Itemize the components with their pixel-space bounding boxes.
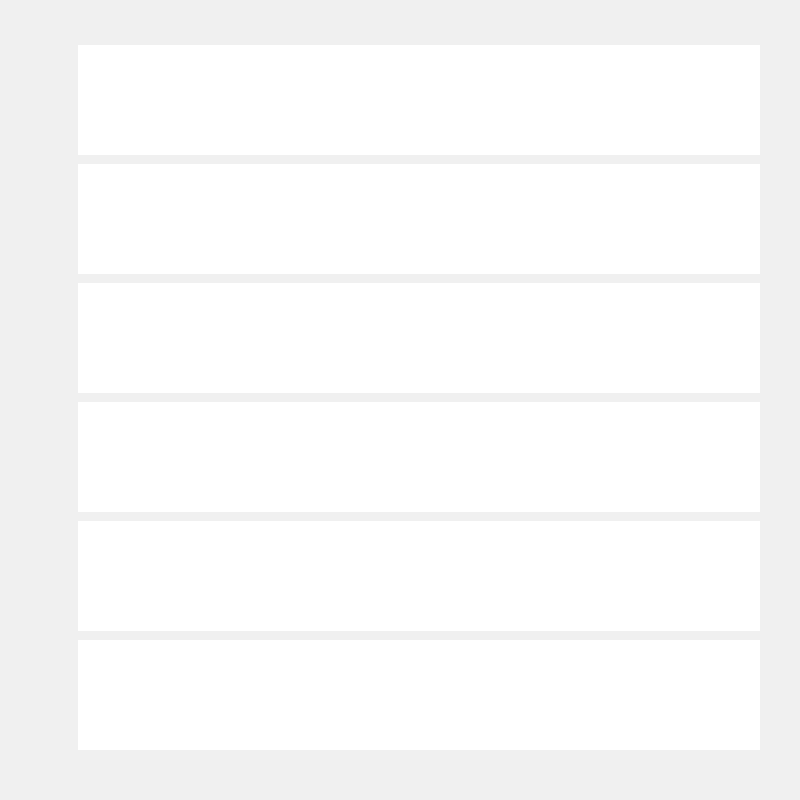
scatter-plot-bds-geo	[78, 640, 760, 750]
scatter-plot-bds-ngeo	[78, 521, 760, 631]
panel-bds-geo	[78, 640, 760, 750]
panel-glonass	[78, 164, 760, 274]
y-axis-label	[24, 164, 44, 274]
x-axis-ticks	[78, 754, 760, 768]
panel-sbas	[78, 402, 760, 512]
y-axis-label	[24, 640, 44, 750]
y-axis-label	[24, 283, 44, 393]
panel-bds-ngeo	[78, 521, 760, 631]
y-axis-label	[24, 402, 44, 512]
scatter-plot-galileo	[78, 283, 760, 393]
panel-galileo	[78, 283, 760, 393]
y-axis-label	[24, 521, 44, 631]
y-axis-label	[24, 45, 44, 155]
scatter-plot-gps	[78, 45, 760, 155]
panel-gps	[78, 45, 760, 155]
scatter-plot-glonass	[78, 164, 760, 274]
scatter-plot-sbas	[78, 402, 760, 512]
